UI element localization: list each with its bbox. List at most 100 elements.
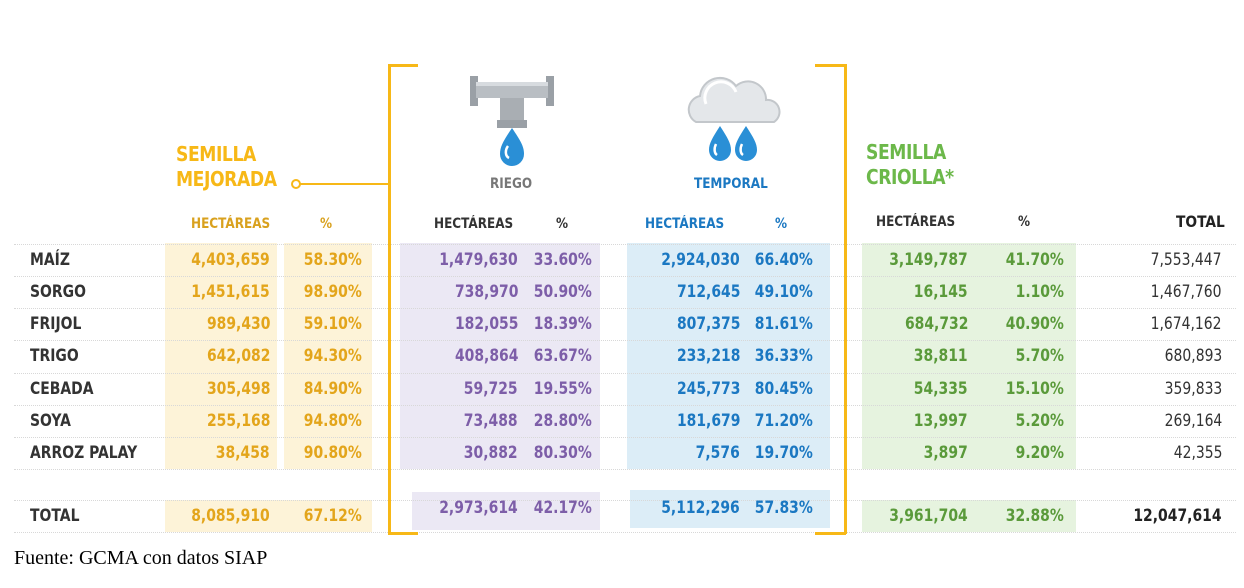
improved-hectares-value: 4,403,659 xyxy=(191,250,270,270)
row-divider xyxy=(14,405,1236,406)
row-total-value: 42,355 xyxy=(1173,443,1222,463)
bracket-top-left xyxy=(388,64,418,67)
row-total: 12,047,614 xyxy=(1100,504,1222,528)
row-total-value: 269,164 xyxy=(1164,411,1222,431)
crop-name-value: MAÍZ xyxy=(30,250,70,270)
improved-hectares-band xyxy=(165,243,277,469)
crop-name: SOYA xyxy=(30,409,170,433)
row-total-value: 680,893 xyxy=(1164,346,1222,366)
native-hectares-value: 16,145 xyxy=(914,282,968,302)
improved-percent-value: 94.80% xyxy=(303,411,362,431)
irrigation-hectares-value: 738,970 xyxy=(454,282,518,302)
improved-total-band xyxy=(165,500,372,532)
improved-hectares-value: 255,168 xyxy=(206,411,270,431)
crop-name: TOTAL xyxy=(30,504,170,528)
improved-hectares-value: 8,085,910 xyxy=(191,506,270,526)
native-total-band xyxy=(862,500,1076,532)
native-hectares-value: 3,149,787 xyxy=(889,250,968,270)
improved-percent-band xyxy=(284,243,372,469)
irrigation-hectares-value: 59,725 xyxy=(464,379,518,399)
row-total-value: 12,047,614 xyxy=(1133,506,1222,526)
native-hectares: 13,997 xyxy=(862,409,968,433)
improved-percent-value: 59.10% xyxy=(303,314,362,334)
row-total: 680,893 xyxy=(1100,344,1222,368)
seasonal-hectares-header: HECTÁREAS xyxy=(645,216,725,232)
improved-percent-value: 98.90% xyxy=(303,282,362,302)
seasonal-band xyxy=(627,243,830,469)
bracket-right xyxy=(844,64,847,534)
row-divider xyxy=(14,469,1236,470)
native-percent-value: 15.10% xyxy=(1005,379,1064,399)
native-percent-value: 41.70% xyxy=(1005,250,1064,270)
native-percent: 41.70% xyxy=(984,248,1064,272)
irrigation-hectares: 738,970 xyxy=(400,280,518,304)
irrigation-hectares-value: 73,488 xyxy=(464,411,518,431)
seasonal-hectares: 2,924,030 xyxy=(630,248,740,272)
native-hectares: 684,732 xyxy=(862,312,968,336)
row-total-value: 7,553,447 xyxy=(1151,250,1222,270)
native-percent: 40.90% xyxy=(984,312,1064,336)
seasonal-percent-value: 71.20% xyxy=(754,411,813,431)
seasonal-hectares-value: 807,375 xyxy=(676,314,740,334)
seasonal-percent-value: 36.33% xyxy=(754,346,813,366)
seasonal-hectares: 181,679 xyxy=(630,409,740,433)
native-percent-value: 32.88% xyxy=(1005,506,1064,526)
row-total: 7,553,447 xyxy=(1100,248,1222,272)
irrigation-percent-value: 19.55% xyxy=(533,379,592,399)
irrigation-hectares: 73,488 xyxy=(400,409,518,433)
native-hectares-value: 684,732 xyxy=(904,314,968,334)
seasonal-percent-value: 81.61% xyxy=(754,314,813,334)
seasonal-total-band xyxy=(630,490,830,528)
seasonal-percent: 57.83% xyxy=(742,496,813,520)
crop-name-value: TOTAL xyxy=(30,506,80,526)
bracket-bottom-right xyxy=(815,532,846,535)
improved-hectares: 1,451,615 xyxy=(160,280,270,304)
crop-name-value: TRIGO xyxy=(30,346,79,366)
irrigation-hectares: 182,055 xyxy=(400,312,518,336)
seasonal-hectares-value: 7,576 xyxy=(695,443,740,463)
seasonal-hectares-value: 712,645 xyxy=(676,282,740,302)
irrigation-hectares-value: 182,055 xyxy=(454,314,518,334)
native-percent-header: % xyxy=(1018,214,1031,230)
irrigation-hectares-value: 408,864 xyxy=(454,346,518,366)
irrigation-percent-value: 42.17% xyxy=(533,498,592,518)
improved-hectares: 642,082 xyxy=(160,344,270,368)
irrigation-hectares: 30,882 xyxy=(400,441,518,465)
irrigation-percent-value: 18.39% xyxy=(533,314,592,334)
connector-line xyxy=(296,183,390,185)
row-divider xyxy=(14,373,1236,374)
irrigation-percent: 28.80% xyxy=(520,409,592,433)
native-hectares-header: HECTÁREAS xyxy=(876,214,956,230)
irrigation-band xyxy=(400,243,600,469)
total-header: TOTAL xyxy=(1176,212,1225,231)
improved-hectares-value: 305,498 xyxy=(206,379,270,399)
native-percent: 32.88% xyxy=(984,504,1064,528)
irrigation-hectares-value: 1,479,630 xyxy=(439,250,518,270)
improved-hectares: 989,430 xyxy=(160,312,270,336)
improved-percent: 98.90% xyxy=(280,280,362,304)
native-percent: 15.10% xyxy=(984,377,1064,401)
native-hectares-value: 38,811 xyxy=(914,346,968,366)
crop-name: TRIGO xyxy=(30,344,170,368)
improved-hectares: 38,458 xyxy=(160,441,270,465)
irrigation-percent: 63.67% xyxy=(520,344,592,368)
crop-name-value: FRIJOL xyxy=(30,314,82,334)
row-divider xyxy=(14,500,1236,501)
irrigation-hectares-header: HECTÁREAS xyxy=(434,216,514,232)
irrigation-hectares-value: 2,973,614 xyxy=(439,498,518,518)
row-divider xyxy=(14,276,1236,277)
seasonal-hectares-value: 5,112,296 xyxy=(661,498,740,518)
seasonal-percent: 81.61% xyxy=(742,312,813,336)
irrigation-percent-header: % xyxy=(556,216,569,232)
improved-hectares-value: 989,430 xyxy=(206,314,270,334)
seasonal-hectares-value: 233,218 xyxy=(676,346,740,366)
irrigation-percent: 50.90% xyxy=(520,280,592,304)
seasonal-percent: 19.70% xyxy=(742,441,813,465)
seasonal-percent-header: % xyxy=(775,216,788,232)
irrigation-hectares: 2,973,614 xyxy=(400,496,518,520)
native-percent-value: 5.20% xyxy=(1015,411,1064,431)
irrigation-percent-value: 50.90% xyxy=(533,282,592,302)
improved-percent: 94.30% xyxy=(280,344,362,368)
irrigation-percent: 19.55% xyxy=(520,377,592,401)
seasonal-percent: 66.40% xyxy=(742,248,813,272)
